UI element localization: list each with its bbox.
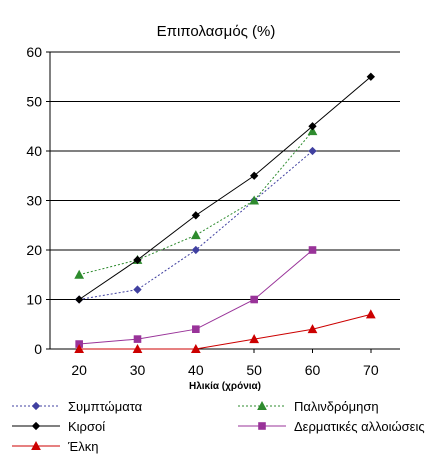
legend-swatch-marker bbox=[31, 401, 41, 411]
series-4-point bbox=[192, 325, 200, 333]
series-2-point bbox=[307, 126, 318, 136]
series-2-point bbox=[249, 195, 260, 205]
series-5-point bbox=[307, 324, 318, 334]
legend-swatch-marker bbox=[257, 400, 267, 410]
series-2-line bbox=[79, 130, 313, 276]
series-5-group bbox=[74, 309, 376, 353]
series-4-group bbox=[75, 246, 317, 348]
series-1-point bbox=[308, 146, 317, 156]
series-5-point bbox=[365, 309, 376, 319]
grid-lines bbox=[50, 51, 400, 300]
plot-series bbox=[74, 72, 376, 353]
series-5-point bbox=[132, 343, 143, 353]
legend-swatch-marker bbox=[31, 440, 41, 450]
legend-item-5: Έλκη bbox=[12, 439, 98, 454]
series-1-line bbox=[79, 150, 313, 300]
series-4-point bbox=[308, 246, 317, 254]
legend-label: Έλκη bbox=[67, 439, 98, 454]
y-tick-label: 60 bbox=[26, 44, 42, 60]
legend-item-3: Κιρσοί bbox=[12, 419, 105, 434]
series-2-group bbox=[74, 126, 318, 279]
series-3-line bbox=[78, 76, 372, 300]
legend-label: Κιρσοί bbox=[68, 419, 105, 434]
series-1-group bbox=[75, 146, 317, 304]
series-3-point bbox=[75, 295, 84, 304]
y-tick-label: 40 bbox=[26, 143, 42, 159]
x-tick-label: 70 bbox=[363, 362, 379, 378]
y-tick-label: 0 bbox=[34, 341, 42, 357]
series-5-point bbox=[249, 334, 260, 344]
y-tick-label: 50 bbox=[26, 94, 42, 110]
series-5-line bbox=[79, 313, 371, 350]
x-tick-label: 50 bbox=[246, 362, 262, 378]
series-3-point bbox=[366, 72, 375, 81]
series-4-point bbox=[250, 295, 258, 304]
legend-item-4: Δερματικές αλλοιώσεις bbox=[238, 419, 425, 434]
series-3-point bbox=[191, 211, 200, 220]
legend-swatch-marker bbox=[258, 422, 266, 430]
series-5-point bbox=[190, 343, 201, 353]
tick-labels: 0 10 20 30 40 50 60 20 30 40 50 60 70 bbox=[26, 44, 378, 378]
legend-label: Παλινδρόμηση bbox=[294, 399, 379, 414]
legend-swatch-marker bbox=[31, 421, 41, 431]
series-3-point bbox=[250, 171, 259, 180]
series-4-point bbox=[133, 335, 142, 343]
x-tick-label: 60 bbox=[305, 362, 321, 378]
y-tick-label: 30 bbox=[26, 193, 42, 209]
legend-item-1: Συμπτώματα bbox=[12, 399, 143, 414]
series-5-point bbox=[74, 343, 85, 353]
legend: Συμπτώματα Παλινδρόμηση Κιρσοί Δερματικές α… bbox=[12, 399, 425, 454]
legend-label: Δερματικές αλλοιώσεις bbox=[294, 419, 425, 434]
series-2-point bbox=[190, 230, 201, 240]
series-3-group bbox=[75, 72, 375, 304]
series-1-point bbox=[191, 245, 200, 255]
series-3-point bbox=[133, 255, 142, 265]
chart-title: Επιπολασμός (%) bbox=[157, 23, 276, 40]
series-1-point bbox=[133, 285, 142, 294]
x-tick-label: 40 bbox=[188, 362, 204, 378]
legend-label: Συμπτώματα bbox=[68, 399, 143, 414]
x-tick-label: 30 bbox=[130, 362, 146, 378]
series-3-point bbox=[308, 122, 317, 131]
x-tick-label: 20 bbox=[71, 362, 87, 378]
legend-item-2: Παλινδρόμηση bbox=[238, 399, 379, 414]
y-tick-label: 10 bbox=[26, 292, 42, 308]
x-axis-label: Ηλικία (χρόνια) bbox=[189, 381, 261, 392]
series-2-point bbox=[74, 269, 85, 279]
y-tick-label: 20 bbox=[26, 242, 42, 258]
